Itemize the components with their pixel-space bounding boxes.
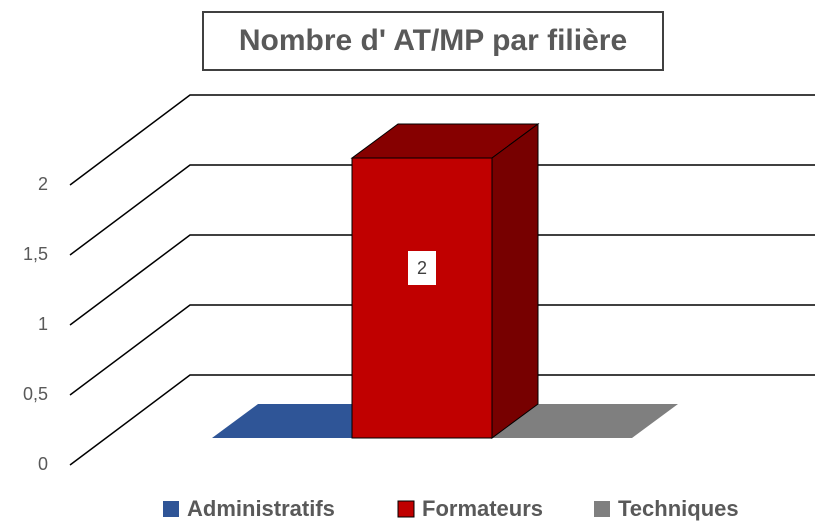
grid-line bbox=[69, 374, 815, 466]
y-tick-label: 2 bbox=[38, 174, 48, 194]
bar bbox=[351, 157, 493, 439]
y-tick-label: 0,5 bbox=[23, 384, 48, 404]
data-label: 2 bbox=[417, 258, 427, 278]
legend-label: Formateurs bbox=[422, 496, 543, 521]
data-label-box bbox=[408, 251, 436, 285]
chart-title: Nombre d' AT/MP par filière bbox=[239, 24, 627, 57]
y-tick-label: 1,5 bbox=[23, 244, 48, 264]
legend-swatch bbox=[594, 501, 610, 517]
grid-line bbox=[69, 234, 815, 326]
legend-swatch bbox=[397, 500, 415, 518]
y-tick-label: 1 bbox=[38, 314, 48, 334]
legend-label: Techniques bbox=[618, 496, 739, 521]
grid-line bbox=[69, 94, 815, 186]
y-tick-label: 0 bbox=[38, 454, 48, 474]
legend-swatch bbox=[163, 501, 179, 517]
bar-top bbox=[492, 404, 678, 438]
legend-label: Administratifs bbox=[187, 496, 335, 521]
bar-side bbox=[491, 123, 539, 439]
grid-line bbox=[69, 304, 815, 396]
title-box bbox=[202, 11, 664, 71]
grid-line bbox=[69, 164, 815, 256]
